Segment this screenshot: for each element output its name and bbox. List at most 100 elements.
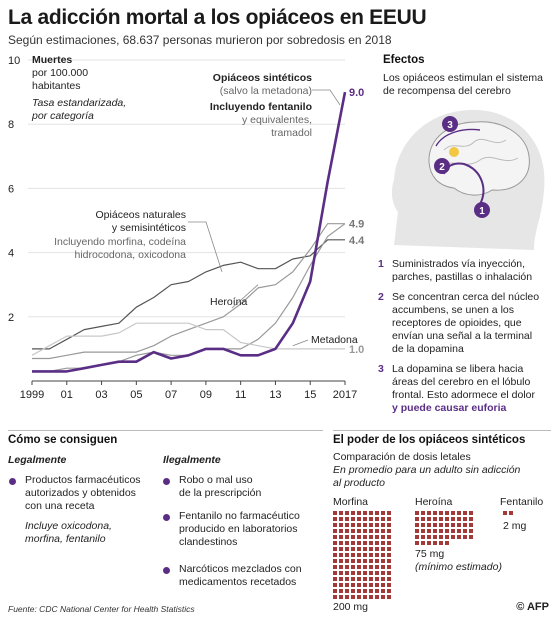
dose-dot: [433, 523, 437, 527]
efectos-desc-1: Los opiáceos estimulan el sistema: [383, 72, 543, 84]
afp-credit: © AFP: [516, 601, 549, 613]
step-1: 1 Suministrados vía inyección, parches, p…: [378, 258, 556, 284]
dose-dot: [339, 577, 343, 581]
x-tick-label-1999: 1999: [20, 389, 44, 401]
dose-dot: [415, 517, 419, 521]
dose-dot: [451, 517, 455, 521]
dose-dot: [387, 577, 391, 581]
dose-dot: [369, 565, 373, 569]
dose-dot: [427, 511, 431, 515]
dose-dot: [415, 523, 419, 527]
dose-dot: [469, 535, 473, 539]
marker-3: [442, 116, 458, 132]
dose-dot: [503, 511, 507, 515]
ilegal-bullet-3: [163, 567, 170, 574]
dose-dot: [427, 517, 431, 521]
fentanilo-dose-grid: [503, 511, 515, 517]
x-tick-label-2017: 2017: [333, 389, 357, 401]
dose-dot: [339, 583, 343, 587]
ilegal-3-line-2: medicamentos recetados: [179, 576, 297, 588]
label-heroina: Heroína: [210, 296, 248, 308]
dose-dot: [451, 511, 455, 515]
ilegal-3-line-1: Narcóticos mezclados con: [179, 563, 302, 575]
dose-dot: [333, 589, 337, 593]
dose-dot: [345, 547, 349, 551]
marker-1: [474, 202, 490, 218]
dose-dot: [375, 511, 379, 515]
dose-dot: [357, 535, 361, 539]
dose-dot: [351, 589, 355, 593]
y-axis-label-line1: Muertes: [32, 54, 73, 66]
step-2-line-2: accumbens, se unen a los: [392, 304, 514, 316]
heroina-dose-label: Heroína: [415, 496, 453, 508]
dose-dot: [363, 583, 367, 587]
x-tick-label-2003: 03: [95, 389, 107, 401]
step-3-line-1: La dopamina se libera hacia: [392, 363, 524, 375]
dose-dot: [369, 595, 373, 599]
step-3-line-2: áreas del cerebro en el lóbulo: [392, 376, 531, 388]
dose-dot: [427, 541, 431, 545]
dose-dot: [381, 535, 385, 539]
x-tick-label-2007: 07: [165, 389, 177, 401]
dose-dot: [369, 559, 373, 563]
dose-dot: [333, 511, 337, 515]
dose-dot: [351, 547, 355, 551]
dose-dot: [457, 517, 461, 521]
line-chart: 2 4 6 8 10 1999 01 03 05 07 09 11 13 15 2017 9.0 4.9 4.4 1…: [8, 55, 365, 401]
pathway-line: [435, 128, 481, 147]
dose-dot: [387, 583, 391, 587]
step-2-line-3: receptores de opioides, que: [392, 317, 522, 329]
fentanilo-label: Fentanilo: [500, 496, 544, 508]
dose-dot: [381, 595, 385, 599]
step-2-line-5: de la dopamina: [392, 343, 464, 355]
heroina-dose-grid: [415, 511, 475, 545]
dose-dot: [357, 577, 361, 581]
legal-title: Legalmente: [8, 454, 67, 466]
dose-dot: [363, 547, 367, 551]
dose-dot: [333, 523, 337, 527]
dose-dot: [345, 565, 349, 569]
dose-dot: [363, 523, 367, 527]
dose-dot: [469, 511, 473, 515]
dose-dot: [351, 523, 355, 527]
dose-dot: [369, 529, 373, 533]
brain-shape: [428, 121, 530, 196]
x-tick-label-2011: 11: [235, 389, 246, 401]
step-3-line-3: frontal. Esto adormece el dolor: [392, 389, 535, 401]
dose-dot: [369, 541, 373, 545]
end-label-0: 9.0: [349, 87, 364, 99]
dose-dot: [387, 595, 391, 599]
dose-dot: [357, 571, 361, 575]
dose-dot: [339, 511, 343, 515]
fentanilo-dose: 2 mg: [503, 520, 527, 532]
label-naturales-2: y semisintéticos: [111, 222, 186, 234]
dose-dot: [333, 595, 337, 599]
label-fentanilo-sub2: tramadol: [271, 127, 312, 139]
efectos-steps: 1 Suministrados vía inyección, parches, p…: [378, 258, 556, 415]
dose-dot: [375, 529, 379, 533]
dose-dot: [445, 529, 449, 533]
series-line-2: [32, 223, 345, 360]
dose-dot: [509, 511, 513, 515]
nucleus-accumbens-dot: [449, 147, 459, 157]
divider-left: [8, 430, 323, 431]
leader-naturales: [188, 221, 223, 272]
dose-dot: [387, 547, 391, 551]
dose-dot: [339, 595, 343, 599]
dose-dot: [469, 529, 473, 533]
dose-dot: [381, 571, 385, 575]
dose-dot: [375, 559, 379, 563]
dose-dot: [363, 553, 367, 557]
dose-dot: [333, 565, 337, 569]
dose-dot: [357, 547, 361, 551]
poder-note-1: En promedio para un adulto sin adicción: [333, 464, 521, 476]
ilegal-2-line-2: producido en laboratorios: [179, 523, 298, 535]
dose-dot: [451, 535, 455, 539]
dose-dot: [421, 517, 425, 521]
legal-note-1: Incluye oxicodona,: [25, 520, 112, 532]
step-2-line-4: envían una señal a la terminal: [392, 330, 533, 342]
dose-dot: [469, 523, 473, 527]
dose-dot: [375, 595, 379, 599]
poder-note-2: al producto: [333, 477, 385, 489]
dose-dot: [421, 529, 425, 533]
